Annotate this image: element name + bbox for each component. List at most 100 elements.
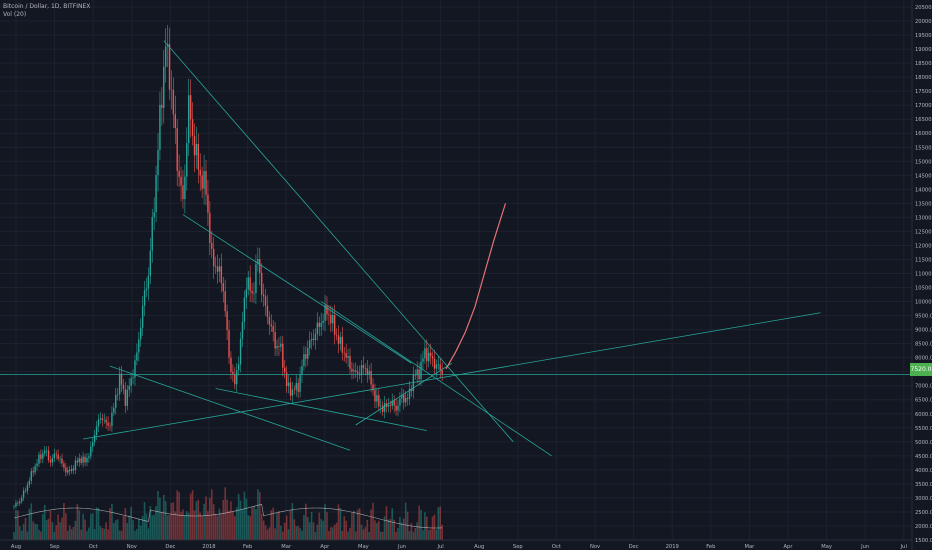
candle-body bbox=[42, 453, 44, 459]
volume-bar bbox=[118, 530, 121, 540]
candle-body bbox=[93, 434, 96, 443]
price-axis[interactable]: 20500.0 20000.0 19500.0 19000.0 18500.0 18000… bbox=[911, 0, 932, 550]
price-tick-label: 2000.0 bbox=[915, 524, 932, 530]
volume-bar bbox=[249, 516, 251, 540]
candle-body bbox=[234, 374, 236, 385]
volume-bar bbox=[414, 527, 417, 540]
candle-body bbox=[193, 135, 196, 156]
candle-body bbox=[226, 311, 228, 331]
price-tick-label: 11500.0 bbox=[915, 257, 932, 263]
candle-body bbox=[378, 395, 380, 407]
price-tick-label: 20500.0 bbox=[915, 5, 932, 11]
candle-body bbox=[207, 194, 209, 213]
price-tick-label: 18000.0 bbox=[915, 75, 932, 81]
candle-body bbox=[218, 266, 221, 272]
candle-body bbox=[280, 343, 282, 347]
symbol-title: Bitcoin / Dollar, 1D, BITFINEX bbox=[3, 3, 91, 10]
volume-bar bbox=[376, 522, 378, 540]
candle-body bbox=[157, 149, 159, 176]
candle-body bbox=[222, 283, 224, 292]
candle-body bbox=[26, 484, 29, 492]
candle-body bbox=[370, 370, 372, 385]
candle-body bbox=[270, 324, 272, 327]
volume-bar bbox=[439, 506, 442, 540]
candle-body bbox=[368, 370, 370, 375]
volume-bar bbox=[82, 513, 84, 540]
volume-bar bbox=[245, 498, 248, 540]
candle-body bbox=[22, 490, 25, 498]
volume-bar bbox=[93, 529, 96, 540]
candle-body bbox=[44, 450, 46, 454]
candle-body bbox=[433, 358, 436, 369]
volume-bar bbox=[147, 528, 150, 540]
volume-bar bbox=[205, 496, 207, 540]
candle-body bbox=[13, 506, 15, 507]
candle-body bbox=[149, 250, 152, 276]
volume-bar bbox=[326, 512, 328, 540]
candle-body bbox=[251, 290, 253, 294]
candle-body bbox=[230, 357, 232, 372]
candle-body bbox=[236, 370, 238, 385]
candle-body bbox=[164, 46, 167, 67]
time-axis[interactable]: Aug Sep Oct Nov Dec 2018 Feb Mar Apr May Jun Jul Aug… bbox=[0, 539, 912, 550]
volume-bar bbox=[345, 520, 347, 540]
volume-bar bbox=[358, 508, 361, 540]
candle-body bbox=[74, 460, 77, 471]
volume-bar bbox=[86, 531, 88, 540]
volume-bar bbox=[168, 514, 171, 540]
volume-bar bbox=[262, 520, 265, 540]
volume-bar bbox=[122, 515, 125, 540]
volume-bar bbox=[370, 509, 372, 540]
time-tick-label: Aug bbox=[474, 544, 484, 550]
time-tick-label: Jul bbox=[436, 544, 443, 550]
candle-body bbox=[15, 502, 17, 507]
candle-body bbox=[262, 294, 265, 297]
volume-bar bbox=[42, 514, 44, 540]
candle-body bbox=[186, 143, 188, 177]
volume-bar bbox=[243, 491, 246, 540]
candle-body bbox=[297, 383, 299, 392]
candle-body bbox=[293, 389, 296, 391]
time-tick-label: Dec bbox=[629, 544, 639, 550]
volume-bar bbox=[431, 516, 434, 540]
volume-bar bbox=[220, 513, 223, 540]
volume-bar bbox=[186, 511, 188, 540]
volume-bar bbox=[105, 522, 107, 540]
price-tick-label: 3000.0 bbox=[915, 496, 932, 502]
volume-bar bbox=[393, 519, 395, 540]
volume-bar bbox=[132, 520, 134, 540]
volume-bar bbox=[360, 524, 363, 540]
volume-bar bbox=[314, 531, 317, 540]
volume-bar bbox=[218, 508, 221, 540]
time-tick-label: Nov bbox=[127, 544, 137, 550]
volume-bar bbox=[47, 518, 50, 540]
candle-body bbox=[170, 89, 173, 91]
candle-body bbox=[349, 355, 351, 369]
volume-bar bbox=[420, 509, 422, 540]
volume-bar bbox=[22, 523, 25, 540]
volume-bar bbox=[43, 504, 46, 540]
candle-body bbox=[301, 366, 303, 375]
candle-body bbox=[138, 339, 140, 353]
candle-body bbox=[90, 446, 92, 457]
candle-body bbox=[422, 358, 424, 362]
volume-bar bbox=[36, 524, 38, 540]
candle-body bbox=[109, 425, 111, 427]
candle-body bbox=[324, 305, 326, 321]
volume-bar bbox=[441, 524, 443, 540]
volume-bar bbox=[251, 507, 253, 540]
candle-body bbox=[95, 426, 98, 435]
candle-body bbox=[212, 248, 215, 267]
candle-body bbox=[395, 405, 397, 411]
candle-body bbox=[224, 291, 226, 312]
volume-bar bbox=[55, 525, 58, 540]
candle-body bbox=[337, 335, 340, 344]
volume-bar bbox=[141, 515, 144, 540]
price-tick-label: 16500.0 bbox=[915, 117, 932, 123]
time-tick-label: Mar bbox=[745, 544, 756, 550]
candle-body bbox=[65, 467, 67, 473]
candle-body bbox=[282, 343, 284, 368]
candle-body bbox=[426, 348, 428, 362]
price-tick-label: 5500.0 bbox=[915, 426, 932, 432]
